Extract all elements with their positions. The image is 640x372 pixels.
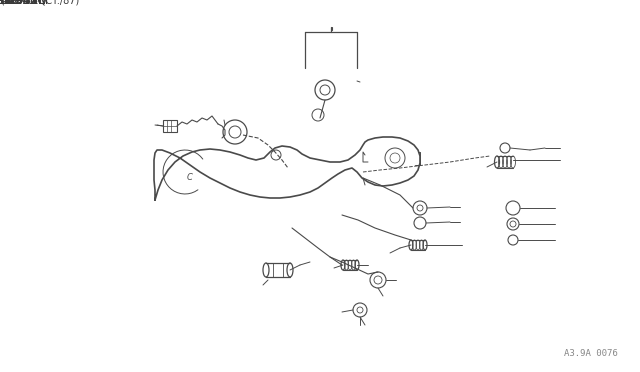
Text: 31931: 31931 <box>1 0 38 7</box>
Text: 31947: 31947 <box>0 0 19 7</box>
Text: 31941L: 31941L <box>1 0 45 7</box>
Text: 31041F: 31041F <box>1 0 45 7</box>
Text: 31933M: 31933M <box>1 0 48 7</box>
Text: (UP TO OCT./87): (UP TO OCT./87) <box>1 0 79 5</box>
Text: 31041E: 31041E <box>1 0 45 7</box>
Text: 31932: 31932 <box>1 0 38 7</box>
Text: 31946: 31946 <box>0 0 19 7</box>
Text: C: C <box>187 173 193 183</box>
Text: 31845: 31845 <box>0 0 19 7</box>
Text: A3.9A 0076: A3.9A 0076 <box>564 349 618 358</box>
Text: 31941P: 31941P <box>0 0 22 7</box>
Bar <box>163 120 177 132</box>
Text: 31918: 31918 <box>0 0 19 7</box>
Text: 31916: 31916 <box>1 0 38 7</box>
Text: 31933: 31933 <box>1 0 38 7</box>
Text: 31941Q: 31941Q <box>1 0 47 7</box>
